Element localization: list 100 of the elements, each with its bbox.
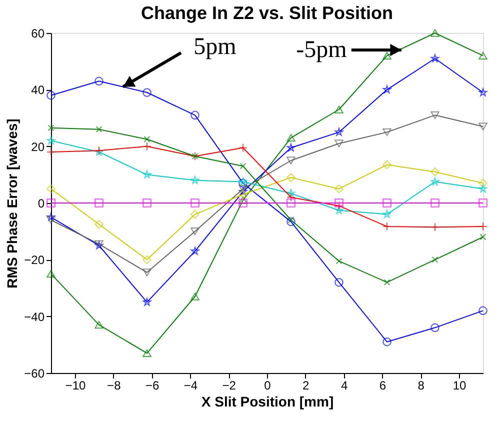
y-tick-label: 20 xyxy=(31,140,45,154)
point xyxy=(430,222,440,232)
point xyxy=(142,268,152,276)
point xyxy=(382,160,392,170)
point xyxy=(382,128,392,136)
point xyxy=(190,292,200,300)
point xyxy=(142,298,152,306)
point xyxy=(334,198,344,208)
point xyxy=(286,188,296,198)
point xyxy=(142,255,152,264)
x-tick-label: 4 xyxy=(340,378,348,392)
point xyxy=(238,177,248,186)
x-tick-label: 6 xyxy=(379,378,386,392)
annotation: 5pm xyxy=(194,34,237,60)
x-tick-label: −2 xyxy=(222,378,236,392)
point xyxy=(480,234,486,240)
point xyxy=(142,142,152,151)
point xyxy=(46,148,56,156)
point xyxy=(478,52,488,60)
point xyxy=(94,220,104,229)
y-tick-label: 60 xyxy=(31,26,45,40)
point xyxy=(46,198,56,208)
point xyxy=(382,52,392,60)
point xyxy=(286,198,296,208)
point xyxy=(334,201,344,210)
x-axis-title: X Slit Position [mm] xyxy=(201,394,334,410)
point xyxy=(46,270,56,278)
point xyxy=(336,258,342,264)
point xyxy=(286,217,296,226)
point xyxy=(48,124,54,132)
point xyxy=(478,122,488,130)
point xyxy=(382,210,392,218)
y-tick-label: 0 xyxy=(38,196,45,210)
point xyxy=(94,198,104,208)
x-tick-label: −6 xyxy=(145,378,160,392)
point xyxy=(382,337,392,346)
point xyxy=(190,176,200,184)
point xyxy=(334,140,344,148)
point xyxy=(430,29,440,37)
y-tick-label: −60 xyxy=(24,366,45,380)
point xyxy=(190,110,200,120)
point xyxy=(190,246,200,255)
point xyxy=(478,88,488,96)
point xyxy=(334,106,344,114)
point xyxy=(288,216,294,224)
point xyxy=(46,90,56,100)
point xyxy=(430,323,440,332)
point xyxy=(334,128,344,136)
point xyxy=(334,184,344,194)
x-tick-label: −10 xyxy=(65,378,86,392)
point xyxy=(430,167,440,176)
point xyxy=(190,198,200,208)
x-tick-label: −8 xyxy=(107,378,122,392)
point xyxy=(478,198,488,208)
point xyxy=(96,126,102,133)
point xyxy=(238,196,248,204)
point xyxy=(142,88,152,97)
point xyxy=(238,190,248,199)
x-tick-label: 2 xyxy=(302,378,310,392)
annotation: -5pm xyxy=(296,37,348,63)
point xyxy=(286,134,296,142)
y-tick-label: −40 xyxy=(24,310,45,324)
point xyxy=(382,198,392,208)
point xyxy=(142,349,152,358)
y-tick-label: −20 xyxy=(24,253,45,268)
point xyxy=(142,170,152,178)
y-tick-label: 40 xyxy=(31,83,45,98)
point xyxy=(478,184,488,192)
point xyxy=(478,222,488,231)
point xyxy=(46,184,56,194)
point xyxy=(430,54,440,62)
point xyxy=(94,320,104,329)
point xyxy=(94,76,104,86)
chart-title: Change In Z2 vs. Slit Position xyxy=(140,3,394,23)
y-axis-title: RMS Phase Error [waves] xyxy=(4,118,20,288)
point xyxy=(334,206,344,214)
point xyxy=(430,111,440,120)
point xyxy=(190,210,200,219)
point xyxy=(478,178,488,188)
point xyxy=(286,156,296,164)
x-tick-label: −4 xyxy=(184,378,198,392)
point xyxy=(46,216,56,224)
point xyxy=(382,85,392,94)
x-tick-label: 10 xyxy=(452,378,466,392)
point xyxy=(238,184,248,193)
point xyxy=(46,136,56,144)
point xyxy=(430,198,440,208)
point xyxy=(238,198,248,208)
point xyxy=(430,177,440,186)
point xyxy=(238,178,248,188)
point xyxy=(286,173,296,182)
point xyxy=(334,278,344,287)
point xyxy=(286,143,296,152)
point xyxy=(46,212,56,221)
point xyxy=(238,143,248,152)
point xyxy=(240,162,246,170)
point xyxy=(142,198,152,208)
point xyxy=(432,256,438,263)
x-tick-label: 8 xyxy=(418,378,425,392)
x-tick-label: 0 xyxy=(264,378,272,392)
